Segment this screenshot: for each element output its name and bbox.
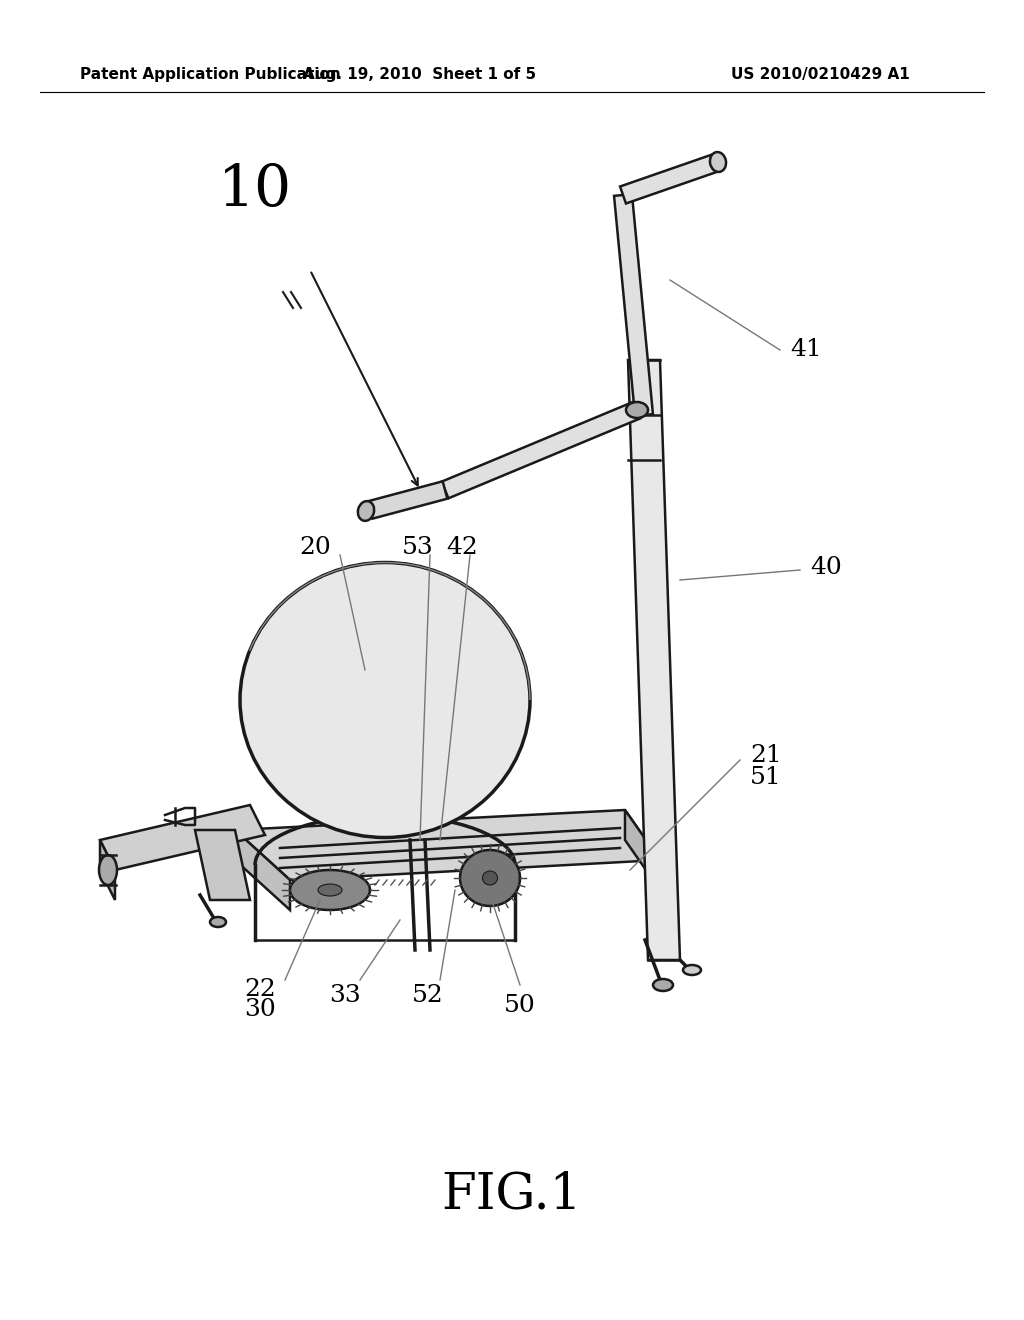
Polygon shape — [195, 830, 250, 900]
Text: Aug. 19, 2010  Sheet 1 of 5: Aug. 19, 2010 Sheet 1 of 5 — [303, 67, 537, 82]
Text: 20: 20 — [299, 536, 331, 560]
Text: US 2010/0210429 A1: US 2010/0210429 A1 — [731, 67, 909, 82]
Ellipse shape — [357, 502, 374, 521]
Ellipse shape — [683, 965, 701, 975]
Text: 51: 51 — [750, 767, 781, 789]
Ellipse shape — [626, 403, 648, 418]
Text: 21: 21 — [750, 744, 781, 767]
Text: FIG.1: FIG.1 — [441, 1171, 583, 1220]
Ellipse shape — [482, 871, 498, 884]
Text: 52: 52 — [412, 983, 443, 1006]
Ellipse shape — [240, 562, 530, 837]
Text: 22: 22 — [244, 978, 275, 1002]
Polygon shape — [368, 482, 447, 519]
Text: 10: 10 — [218, 162, 292, 218]
Text: 53: 53 — [402, 536, 434, 560]
Ellipse shape — [653, 979, 673, 991]
Polygon shape — [621, 153, 721, 203]
Text: Patent Application Publication: Patent Application Publication — [80, 67, 341, 82]
Polygon shape — [625, 810, 660, 890]
Polygon shape — [100, 805, 265, 870]
Text: 41: 41 — [790, 338, 821, 362]
Polygon shape — [100, 840, 115, 900]
Text: 42: 42 — [446, 536, 478, 560]
Polygon shape — [614, 194, 653, 416]
Ellipse shape — [710, 152, 726, 172]
Polygon shape — [290, 870, 370, 909]
Polygon shape — [234, 830, 290, 909]
Text: 50: 50 — [504, 994, 536, 1016]
Polygon shape — [628, 360, 680, 960]
Ellipse shape — [99, 855, 117, 884]
Ellipse shape — [318, 884, 342, 896]
Polygon shape — [234, 810, 660, 880]
Text: 33: 33 — [329, 983, 360, 1006]
Polygon shape — [460, 850, 520, 906]
Text: 30: 30 — [244, 998, 275, 1022]
Text: 40: 40 — [810, 557, 842, 579]
Ellipse shape — [210, 917, 226, 927]
Polygon shape — [441, 401, 640, 499]
